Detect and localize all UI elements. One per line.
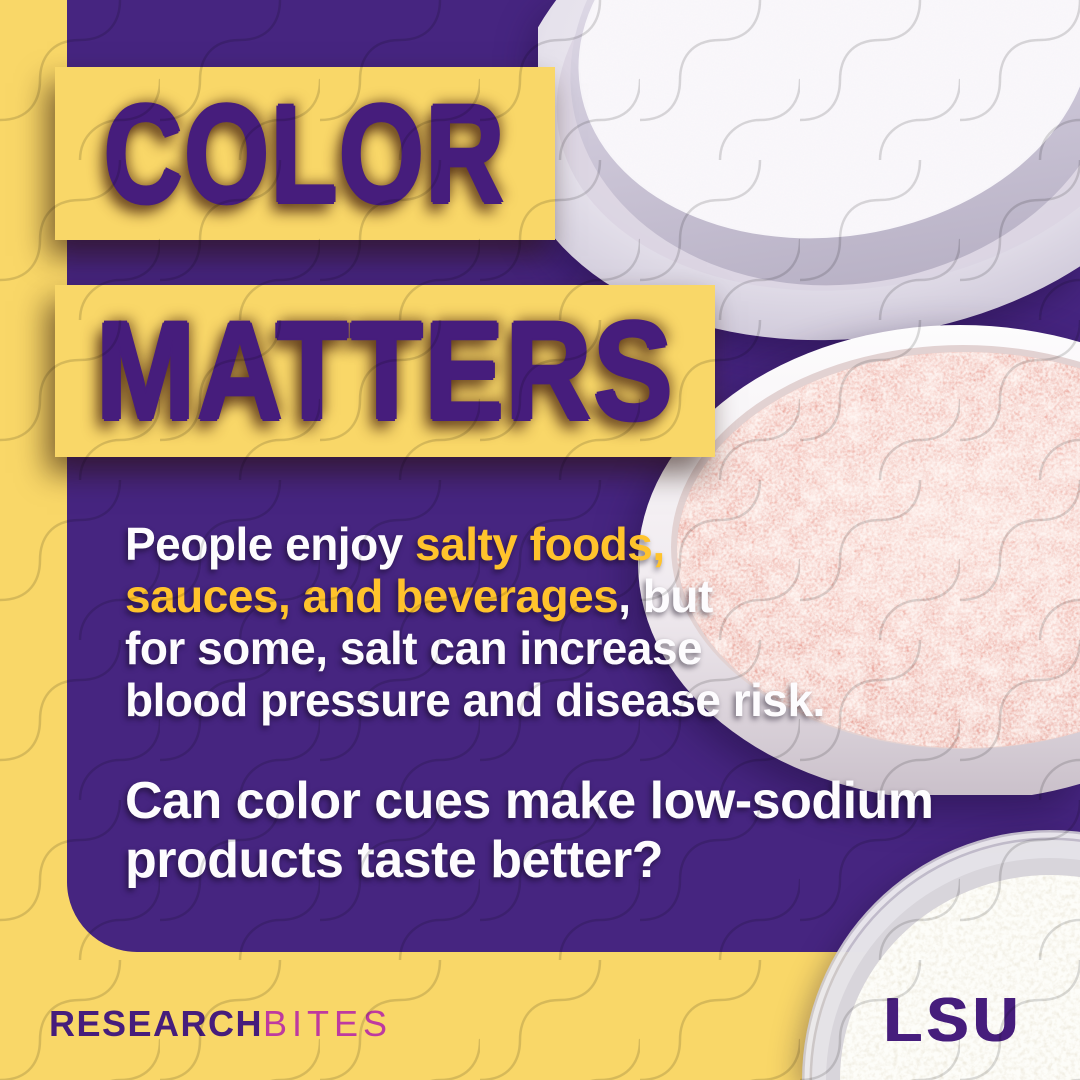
question-line: Can color cues make low-sodium [125, 772, 934, 830]
paragraph-line: sauces, and beverages, but [125, 570, 713, 622]
title-box-color: COLOR [55, 67, 555, 240]
title-color: COLOR [103, 74, 507, 232]
brand-bites-label: BITES [263, 1003, 393, 1044]
paragraph-line: People enjoy salty foods, [125, 518, 665, 570]
paragraph-line: blood pressure and disease risk. [125, 674, 825, 726]
question-line: products taste better? [125, 831, 663, 889]
brand-research-label: RESEARCH [49, 1003, 264, 1044]
paragraph-line: for some, salt can increase [125, 622, 703, 674]
brand-researchbites: RESEARCHBITES [49, 1006, 392, 1042]
intro-paragraph: People enjoy salty foods, sauces, and bev… [125, 518, 825, 726]
research-question: Can color cues make low-sodium products t… [125, 772, 934, 890]
title-matters: MATTERS [95, 292, 675, 449]
title-box-matters: MATTERS [55, 285, 715, 457]
lsu-logo: LSU [884, 986, 1023, 1055]
